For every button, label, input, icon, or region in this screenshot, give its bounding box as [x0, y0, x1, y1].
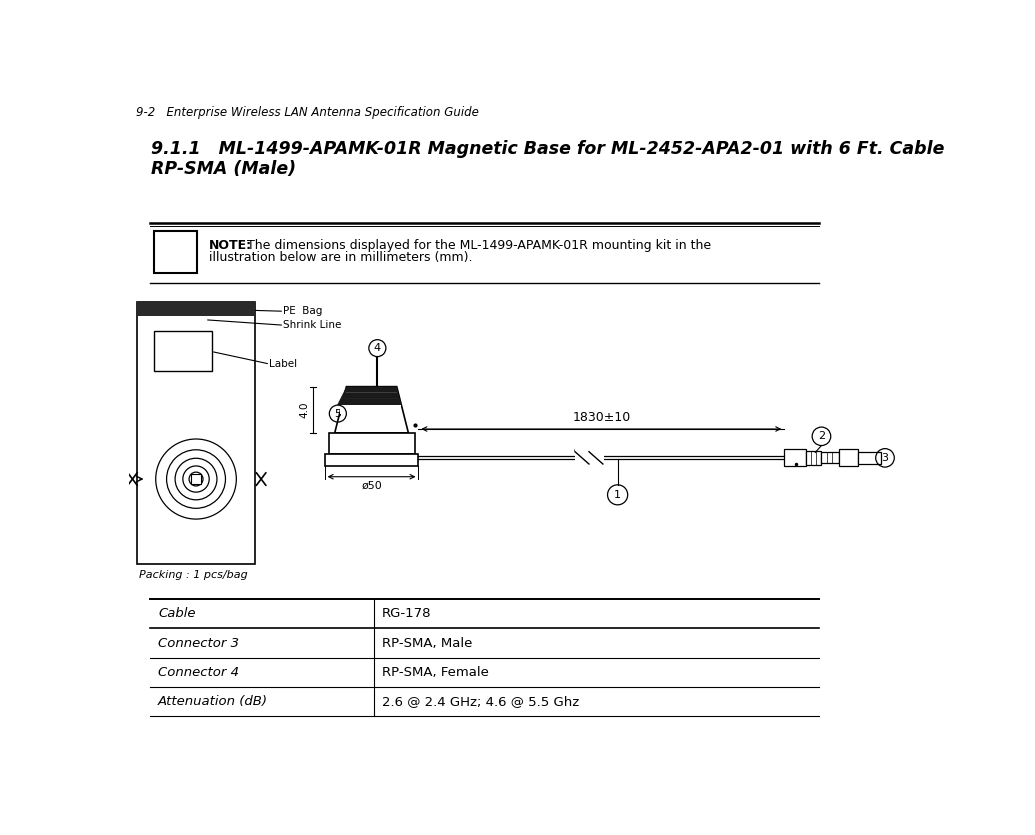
Text: Packing : 1 pcs/bag: Packing : 1 pcs/bag: [139, 570, 247, 579]
Text: 1830±10: 1830±10: [572, 412, 630, 424]
Bar: [137, 302, 255, 564]
Text: 4: 4: [374, 343, 381, 353]
Polygon shape: [344, 387, 398, 392]
Text: 5: 5: [334, 408, 342, 418]
Circle shape: [194, 476, 199, 482]
Polygon shape: [341, 392, 400, 399]
Bar: [575, 448, 604, 468]
Bar: [858, 452, 881, 464]
Text: RG-178: RG-178: [382, 607, 432, 620]
Text: illustration below are in millimeters (mm).: illustration below are in millimeters (m…: [209, 251, 473, 264]
Text: Attenuation (dB): Attenuation (dB): [158, 695, 268, 708]
Bar: [190, 473, 202, 484]
Text: 2: 2: [818, 432, 825, 442]
Bar: [838, 449, 858, 466]
Text: 4.0: 4.0: [299, 402, 309, 418]
Text: RP-SMA, Male: RP-SMA, Male: [382, 636, 473, 650]
Bar: [822, 453, 838, 463]
Text: 9.1.1   ML-1499-APAMK-01R Magnetic Base for ML-2452-APA2-01 with 6 Ft. Cable: 9.1.1 ML-1499-APAMK-01R Magnetic Base fo…: [151, 140, 945, 159]
Text: RP-SMA (Male): RP-SMA (Male): [151, 160, 296, 178]
Text: PE  Bag: PE Bag: [283, 306, 322, 316]
Text: ø50: ø50: [361, 481, 382, 491]
Bar: [806, 451, 822, 465]
Bar: [325, 454, 418, 466]
Text: Label: Label: [269, 358, 297, 368]
Bar: [328, 433, 415, 454]
Text: 1: 1: [614, 490, 621, 500]
Text: 3: 3: [882, 453, 888, 463]
Text: Connector 3: Connector 3: [158, 636, 239, 650]
Text: NOTE:: NOTE:: [209, 239, 253, 252]
Polygon shape: [334, 387, 409, 433]
Text: Cable: Cable: [158, 607, 196, 620]
Text: RP-SMA, Female: RP-SMA, Female: [382, 665, 489, 679]
Text: Connector 4: Connector 4: [158, 665, 239, 679]
Text: 2.6 @ 2.4 GHz; 4.6 @ 5.5 Ghz: 2.6 @ 2.4 GHz; 4.6 @ 5.5 Ghz: [382, 695, 580, 708]
Bar: [154, 331, 212, 372]
Bar: [137, 302, 255, 316]
Text: 9-2   Enterprise Wireless LAN Antenna Specification Guide: 9-2 Enterprise Wireless LAN Antenna Spec…: [136, 106, 478, 119]
Polygon shape: [337, 399, 402, 405]
Text: Shrink Line: Shrink Line: [283, 320, 342, 330]
Bar: [154, 231, 197, 273]
Text: The dimensions displayed for the ML-1499-APAMK-01R mounting kit in the: The dimensions displayed for the ML-1499…: [239, 239, 711, 252]
Bar: [785, 449, 806, 466]
Polygon shape: [341, 405, 401, 414]
